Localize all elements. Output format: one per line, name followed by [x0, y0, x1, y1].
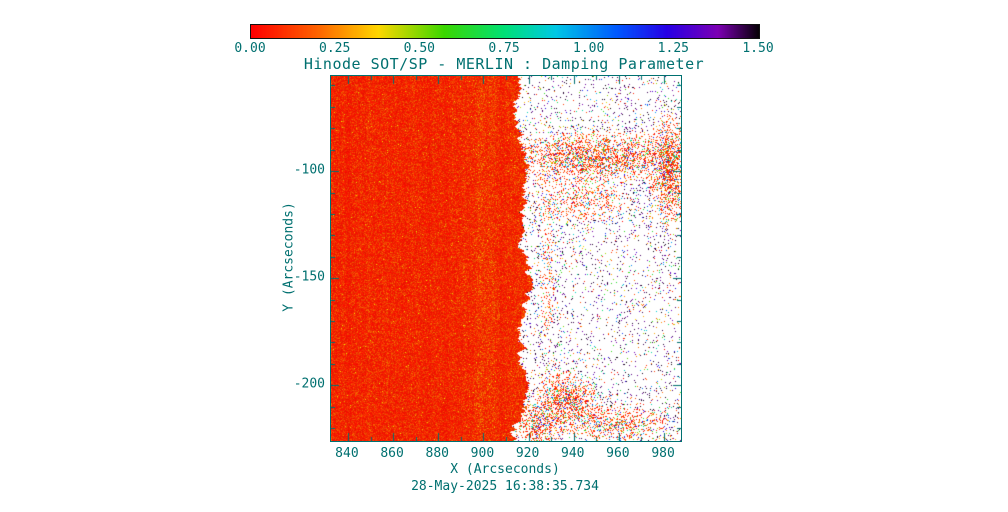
x-tick-label: 840	[335, 446, 359, 461]
colorbar-tick-label: 1.25	[657, 41, 689, 56]
timestamp: 28-May-2025 16:38:35.734	[411, 479, 599, 494]
colorbar-tick-label: 0.75	[488, 41, 520, 56]
x-tick-label: 920	[515, 446, 540, 461]
y-tick-label: -100	[293, 162, 325, 178]
y-axis-label: Y (Arcseconds)	[281, 202, 297, 312]
colorbar	[250, 24, 760, 39]
plot-area	[330, 75, 682, 442]
colorbar-tick-label: 0.00	[234, 41, 266, 56]
colorbar-tick-label: 0.25	[319, 41, 351, 56]
x-axis-label: X (Arcseconds)	[450, 462, 560, 477]
colorbar-tick-label: 0.50	[403, 41, 435, 56]
x-tick-label: 860	[380, 446, 404, 461]
y-tick-label: -200	[293, 376, 325, 392]
x-tick-label: 880	[425, 446, 449, 461]
colorbar-tick-label: 1.00	[573, 41, 605, 56]
chart-title: Hinode SOT/SP - MERLIN : Damping Paramet…	[303, 55, 705, 73]
x-tick-label: 940	[560, 446, 585, 461]
colorbar-tick-label: 1.50	[742, 41, 774, 56]
x-tick-label: 960	[606, 446, 630, 461]
colorbar-gradient	[251, 25, 759, 38]
plot-canvas	[331, 76, 681, 441]
x-tick-label: 900	[470, 446, 495, 461]
x-tick-label: 980	[651, 446, 675, 461]
y-tick-label: -150	[293, 269, 325, 285]
